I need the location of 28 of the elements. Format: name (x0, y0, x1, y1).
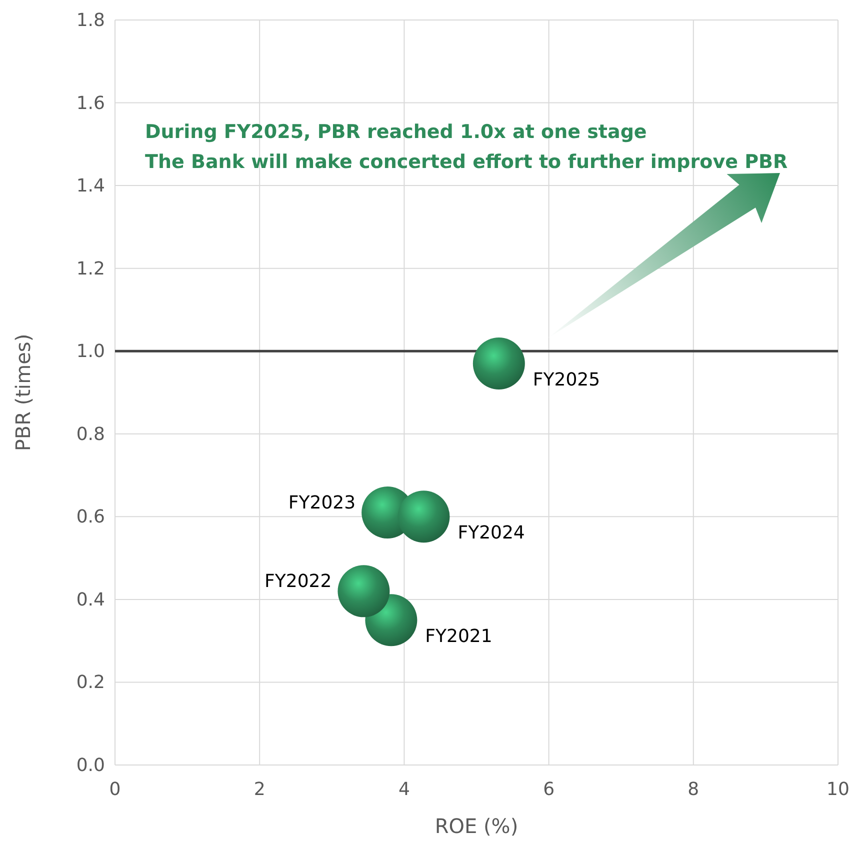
y-tick-label: 1.4 (76, 176, 105, 197)
y-tick-label: 1.6 (76, 92, 105, 114)
y-tick-label: 1.0 (76, 341, 105, 362)
x-tick-label: 8 (688, 779, 700, 800)
point (338, 565, 390, 618)
y-tick-label: 0.6 (76, 506, 105, 528)
y-tick-label: 1.8 (76, 10, 105, 31)
x-tick-label: 0 (109, 779, 121, 800)
y-tick-label: 0.4 (76, 589, 105, 610)
annotation: FY2025 (532, 370, 600, 391)
y-tick-label: 0.0 (76, 755, 105, 776)
y-axis-title: PBR (times) (11, 334, 35, 452)
y-tick-label: 1.2 (76, 258, 105, 280)
annotation: FY2024 (458, 522, 525, 544)
annotation: FY2021 (425, 626, 492, 648)
annotation: FY2022 (264, 571, 332, 592)
x-tick-label: 10 (826, 779, 850, 800)
x-tick-label: 6 (543, 779, 555, 800)
point (398, 490, 450, 543)
point (472, 338, 525, 390)
annotation: FY2023 (288, 492, 356, 514)
y-tick-label: 0.2 (76, 672, 105, 694)
y-tick-label: 0.8 (76, 424, 105, 445)
x-tick-label: 2 (254, 779, 266, 800)
x-tick-label: 4 (398, 779, 410, 800)
annotation: The Bank will make concerted effort to further improve PBR (145, 151, 788, 173)
annotation: During FY2025, PBR reached 1.0x at one stage (145, 121, 647, 143)
x-axis-title: ROE (%) (434, 814, 518, 838)
